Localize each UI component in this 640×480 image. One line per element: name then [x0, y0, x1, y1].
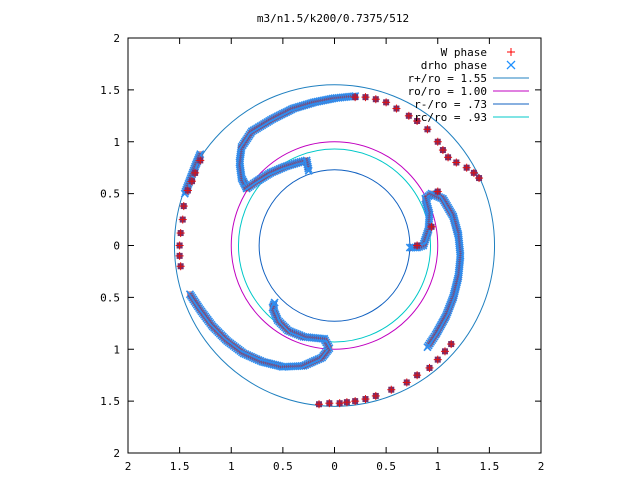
w-point [361, 93, 370, 102]
legend-label: rc/ro = .93 [414, 111, 487, 124]
w-point [175, 241, 184, 250]
data-points [175, 92, 484, 409]
w-point [427, 222, 436, 231]
reference-circles [173, 84, 496, 407]
legend-label: ro/ro = 1.00 [408, 85, 487, 98]
w-point [387, 385, 396, 394]
chart-title: m3/n1.5/k200/0.7375/512 [257, 12, 409, 25]
w-point [413, 241, 422, 250]
y-tick-label: 1 [113, 343, 120, 356]
w-point [315, 400, 324, 409]
w-point [404, 111, 413, 120]
w-point [392, 104, 401, 113]
w-point [371, 391, 380, 400]
w-point [335, 399, 344, 408]
w-point [325, 399, 334, 408]
w-point [433, 137, 442, 146]
legend-label: drho phase [421, 59, 487, 72]
x-tick-label: 2 [538, 460, 545, 473]
y-tick-label: 1.5 [100, 84, 120, 97]
circle-3 [237, 148, 432, 343]
drho-point [304, 166, 313, 175]
drho-point [405, 243, 414, 252]
w-point [191, 168, 200, 177]
x-tick-label: 1 [228, 460, 235, 473]
w-point [425, 363, 434, 372]
y-tick-label: 0.5 [100, 188, 120, 201]
x-tick-label: 1 [434, 460, 441, 473]
w-point [183, 186, 192, 195]
axis-ticks: 2 1.5 1 0.5 0 0.5 1 1.5 221.510.500.511.52 [100, 32, 544, 473]
y-tick-label: 0.5 [100, 291, 120, 304]
w-point [361, 395, 370, 404]
circle-1 [230, 141, 439, 350]
w-point [413, 371, 422, 380]
w-point [462, 163, 471, 172]
w-point [371, 95, 380, 104]
drho-point [304, 164, 313, 173]
circle-0 [173, 84, 496, 407]
w-point [413, 117, 422, 125]
w-point [433, 355, 442, 364]
w-point [176, 262, 185, 271]
x-tick-label: 1.5 [170, 460, 190, 473]
w-point [440, 347, 449, 356]
circle-2 [258, 169, 411, 322]
w-point [382, 98, 391, 107]
x-tick-label: 0.5 [273, 460, 293, 473]
w-point [196, 156, 205, 165]
w-point [475, 174, 484, 183]
w-point [178, 215, 187, 224]
y-tick-label: 1.5 [100, 395, 120, 408]
w-point [175, 251, 184, 260]
x-tick-label: 2 [125, 460, 132, 473]
y-tick-label: 2 [113, 32, 120, 45]
legend-label: r-/ro = .73 [414, 98, 487, 111]
w-point [447, 340, 456, 349]
y-tick-label: 0 [113, 240, 120, 253]
y-tick-label: 2 [113, 447, 120, 460]
w-point [438, 146, 447, 155]
w-point [452, 158, 461, 167]
w-point [444, 153, 453, 162]
x-tick-label: 1.5 [479, 460, 499, 473]
legend-label: r+/ro = 1.55 [408, 72, 487, 85]
w-point [188, 177, 197, 186]
w-point [351, 397, 360, 406]
w-point [351, 93, 360, 102]
w-point [433, 187, 442, 196]
w-point [469, 168, 478, 177]
drho-point [270, 298, 279, 307]
x-tick-label: 0.5 [376, 460, 396, 473]
w-point [423, 125, 432, 134]
legend-label: W phase [441, 46, 487, 59]
drho-point [423, 343, 432, 352]
x-tick-label: 0 [331, 460, 338, 473]
w-point [402, 378, 411, 387]
w-point [179, 202, 188, 211]
legend-marker [506, 60, 516, 70]
y-tick-label: 1 [113, 136, 120, 149]
w-point [176, 229, 185, 238]
w-point [342, 398, 351, 407]
